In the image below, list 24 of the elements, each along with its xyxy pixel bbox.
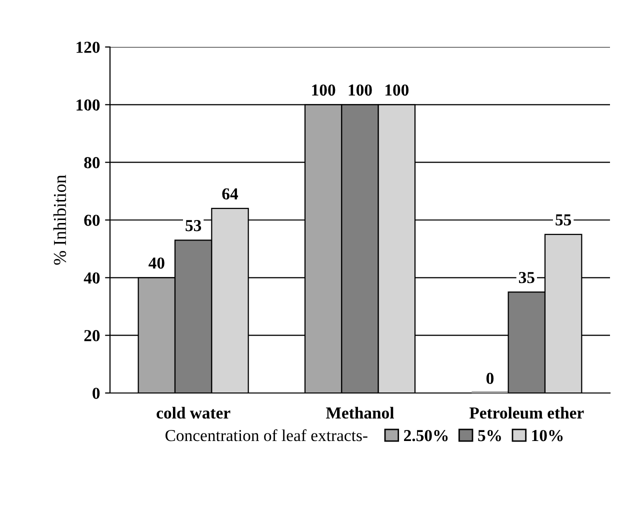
data-label: 100 [348,84,372,96]
y-axis-title: % Inhibition [53,174,66,265]
data-label: 53 [186,220,202,232]
data-label: 35 [518,272,534,284]
x-tick-label: Methanol [326,406,394,419]
y-tick-label: 40 [84,272,100,284]
y-tick-label: 60 [84,214,100,226]
data-label: 0 [486,372,494,384]
data-label: 40 [148,257,164,269]
legend-label: 5% [478,430,501,442]
y-tick-label: 20 [84,330,100,342]
legend-title: Concentration of leaf extracts- [166,429,368,442]
x-tick-label: Petroleum ether [469,406,584,419]
y-tick-label: 0 [92,388,100,399]
legend-label: 10% [532,430,563,442]
y-tick-label: 100 [76,99,100,111]
y-tick-label: 80 [84,157,100,168]
data-label: 55 [556,214,572,226]
x-tick-label: cold water [156,406,230,419]
data-label: 64 [222,188,238,200]
data-label: 100 [312,84,336,96]
data-label: 100 [386,84,409,96]
y-tick-label: 120 [76,42,100,53]
legend-label: 2.50% [404,430,448,442]
